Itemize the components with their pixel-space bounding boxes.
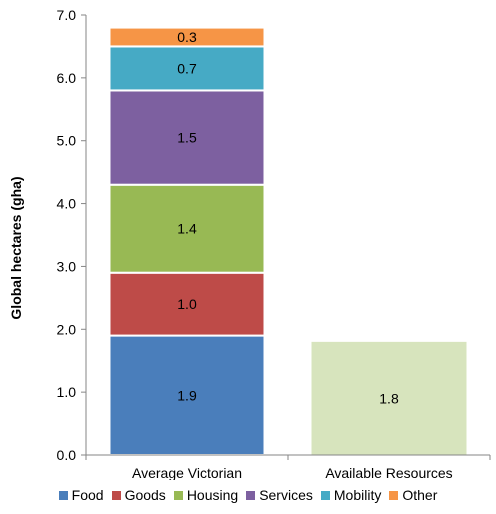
stacked-bar-chart: Global hectares (gha) 0.0 1.0 2.0 3.0 4.0 5.0…	[8, 7, 491, 480]
bar-segment-food	[108, 334, 266, 457]
y-tick-label: 3.0	[57, 258, 77, 274]
legend-item-housing: Housing	[173, 487, 239, 503]
legend-item-mobility: Mobility	[320, 487, 382, 503]
legend-label-services: Services	[259, 487, 313, 503]
legend-item-goods: Goods	[111, 487, 166, 503]
y-axis-ticks: 0.0 1.0 2.0 3.0 4.0 5.0 6.0 7.0	[57, 7, 86, 463]
data-label-food: 1.9	[177, 387, 197, 403]
legend-label-mobility: Mobility	[333, 487, 382, 503]
legend-label-housing: Housing	[186, 487, 239, 503]
legend-item-food: Food	[58, 487, 104, 503]
bar-segment-other	[108, 26, 266, 48]
x-tick-label: Available Resources	[325, 465, 452, 480]
bar-segment-goods	[108, 271, 266, 337]
legend-swatch-housing	[173, 490, 183, 500]
legend: Food Goods Housing Services Mobility Oth…	[0, 483, 496, 507]
x-tick-label: Average Victorian	[132, 465, 242, 480]
y-axis-label: Global hectares (gha)	[8, 176, 24, 319]
y-tick-label: 4.0	[57, 196, 77, 212]
legend-swatch-other	[389, 490, 399, 500]
legend-item-services: Services	[246, 487, 313, 503]
bars: 1.9 1.0 1.4 1.5 0.7 0.3 1.8	[108, 26, 467, 457]
bar-available-resources	[311, 341, 467, 455]
data-label-other: 0.3	[177, 29, 197, 45]
y-tick-label: 5.0	[57, 133, 77, 149]
legend-swatch-goods	[111, 490, 121, 500]
data-label-housing: 1.4	[177, 221, 197, 237]
data-label-available-resources: 1.8	[379, 390, 399, 406]
legend-label-other: Other	[402, 487, 438, 503]
legend-label-goods: Goods	[124, 487, 166, 503]
legend-item-other: Other	[389, 487, 437, 503]
y-tick-label: 0.0	[57, 447, 77, 463]
x-axis-ticks: Average Victorian Available Resources	[85, 455, 491, 480]
legend-swatch-food	[58, 490, 68, 500]
data-label-mobility: 0.7	[177, 60, 197, 76]
bar-segment-housing	[108, 183, 266, 274]
legend-swatch-mobility	[320, 490, 330, 500]
legend-label-food: Food	[71, 487, 104, 503]
y-tick-label: 7.0	[57, 7, 77, 23]
legend-swatch-services	[246, 490, 256, 500]
y-tick-label: 1.0	[57, 384, 77, 400]
data-label-goods: 1.0	[177, 296, 197, 312]
bar-segment-services	[108, 89, 266, 186]
data-label-services: 1.5	[177, 130, 197, 146]
y-tick-label: 6.0	[57, 70, 77, 86]
bar-segment-mobility	[108, 45, 266, 92]
y-tick-label: 2.0	[57, 321, 77, 337]
